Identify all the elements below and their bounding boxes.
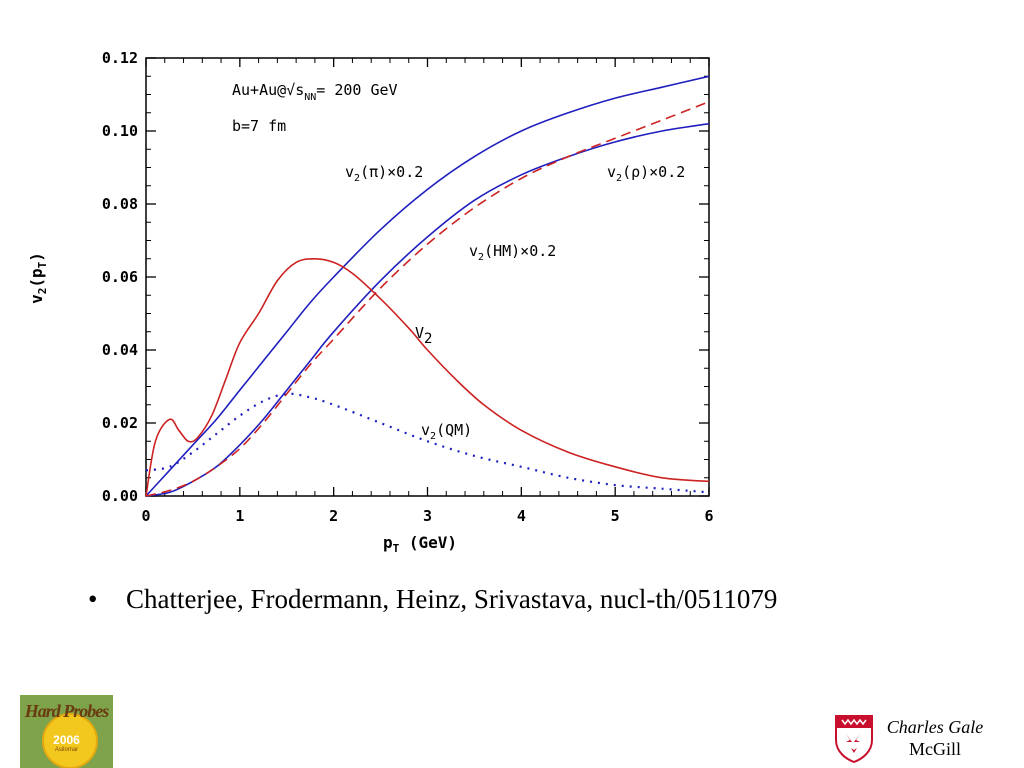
label-v2-pi: v2(π)×0.2 — [345, 163, 423, 184]
v2-chart: 0 1 2 3 4 5 6 0.00 0.02 0.04 0.06 0.08 0.10 0.12 Au+A… — [27, 49, 714, 555]
author-affiliation: McGill — [909, 739, 961, 759]
y-tick-label: 0.12 — [102, 49, 138, 67]
y-tick-label: 0.10 — [102, 122, 138, 140]
y-tick-label: 0.02 — [102, 414, 138, 432]
logo-sun — [42, 713, 98, 768]
series-line-2 — [145, 101, 710, 497]
y-tick-label: 0.00 — [102, 487, 138, 505]
annotation-system: Au+Au@√sNN= 200 GeV — [232, 81, 398, 103]
bullet: • — [88, 584, 98, 614]
x-tick-label: 6 — [704, 507, 713, 525]
x-tick-label: 0 — [141, 507, 150, 525]
mcgill-shield-icon — [835, 715, 873, 764]
author-name: Charles Gale — [886, 717, 984, 737]
x-tick-label: 1 — [235, 507, 244, 525]
logo-sub: Asilomar — [54, 747, 79, 753]
label-v2-hm: v2(HM)×0.2 — [469, 242, 556, 263]
y-axis-label: v2(pT) — [27, 252, 49, 304]
data-curves — [145, 75, 710, 497]
x-tick-label: 4 — [517, 507, 526, 525]
citation: Chatterjee, Frodermann, Heinz, Srivastav… — [126, 584, 778, 614]
x-tick-label: 2 — [329, 507, 338, 525]
annotation-impact: b=7 fm — [232, 117, 286, 135]
label-V2: V2 — [415, 324, 432, 347]
x-tick-label: 3 — [423, 507, 432, 525]
x-axis-label: pT (GeV) — [383, 533, 457, 555]
series-line-3 — [145, 257, 710, 497]
series-line-0 — [145, 75, 710, 497]
logo-title: Hard Probes — [24, 701, 110, 721]
y-tick-label: 0.04 — [102, 341, 138, 359]
series-line-4 — [145, 392, 710, 494]
axis-ticks: 0 1 2 3 4 5 6 0.00 0.02 0.04 0.06 0.08 0.10 0.12 — [102, 49, 714, 525]
label-v2-rho: v2(ρ)×0.2 — [607, 163, 685, 184]
logo-year: 2006 — [53, 733, 80, 747]
x-tick-label: 5 — [611, 507, 620, 525]
y-tick-label: 0.06 — [102, 268, 138, 286]
label-v2-qm: v2(QM) — [421, 421, 472, 442]
author-block: Charles Gale McGill — [880, 716, 990, 760]
y-tick-label: 0.08 — [102, 195, 138, 213]
hard-probes-logo: Hard Probes 2006 Asilomar — [20, 695, 113, 768]
